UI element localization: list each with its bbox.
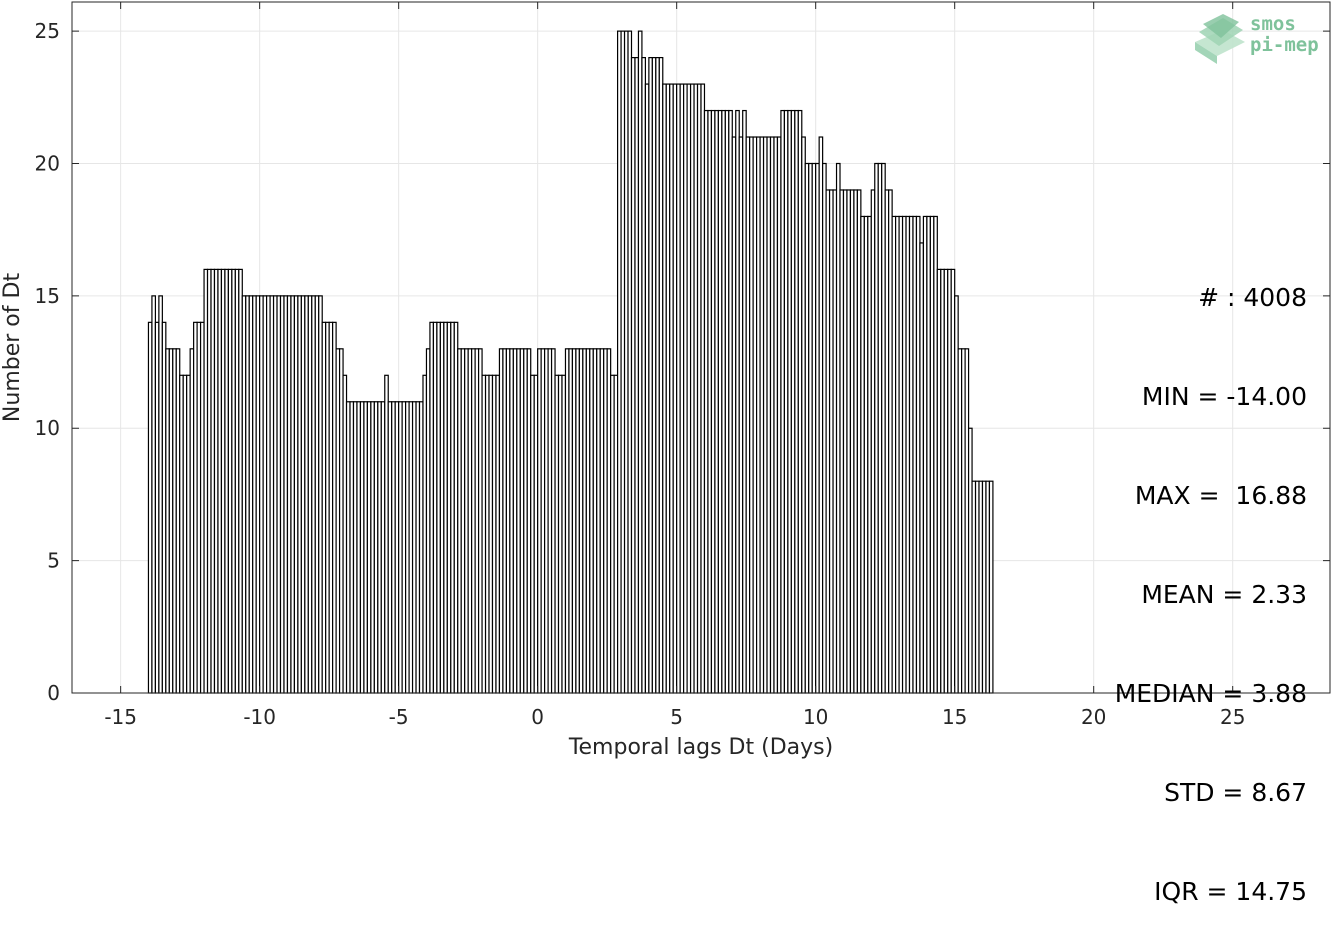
logo-icon: [1195, 14, 1245, 64]
x-tick-label: 10: [803, 705, 828, 729]
histogram-bar: [988, 480, 994, 694]
histogram-chart: -15 -10 -5 0 5 10 15 20 25 0 5 10 15 20 25 Temporal la…: [0, 1, 1331, 760]
histogram-bars: [147, 30, 994, 694]
logo-line-smos: smos: [1250, 13, 1296, 35]
stat-max: MAX = 16.88: [1134, 481, 1307, 510]
x-tick-label: 20: [1081, 705, 1106, 729]
axis-ticks: -15 -10 -5 0 5 10 15 20 25 0 5 10 15 20 25: [35, 2, 1330, 729]
stat-mean: MEAN = 2.33: [1141, 580, 1307, 609]
x-tick-label: -15: [104, 705, 137, 729]
x-tick-label: 5: [670, 705, 683, 729]
x-tick-label: 15: [942, 705, 967, 729]
logo-line-pimep: pi-mep: [1250, 34, 1319, 56]
plot-frame: [71, 1, 1331, 694]
stat-count: # : 4008: [1198, 283, 1307, 312]
y-tick-label: 15: [35, 284, 60, 308]
logo-text: smos pi-mep: [1250, 14, 1319, 56]
y-axis-label: Number of Dt: [0, 273, 25, 423]
smos-pimep-logo: smos pi-mep: [1193, 12, 1328, 64]
y-tick-label: 10: [35, 416, 60, 440]
y-tick-label: 25: [35, 19, 60, 43]
x-tick-label: 25: [1220, 705, 1245, 729]
x-axis-label: Temporal lags Dt (Days): [568, 735, 833, 760]
stat-iqr: IQR = 14.75: [1154, 877, 1307, 906]
stat-min: MIN = -14.00: [1141, 382, 1307, 411]
y-tick-label: 5: [47, 549, 60, 573]
x-tick-label: -5: [389, 705, 409, 729]
y-tick-label: 20: [35, 151, 60, 175]
x-tick-label: 0: [531, 705, 544, 729]
stat-median: MEDIAN = 3.88: [1114, 679, 1307, 708]
statistics-panel: # : 4008 MIN = -14.00 MAX = 16.88 MEAN =…: [1115, 215, 1307, 941]
x-tick-label: -10: [243, 705, 276, 729]
stat-std: STD = 8.67: [1164, 778, 1307, 807]
y-tick-label: 0: [47, 681, 60, 705]
